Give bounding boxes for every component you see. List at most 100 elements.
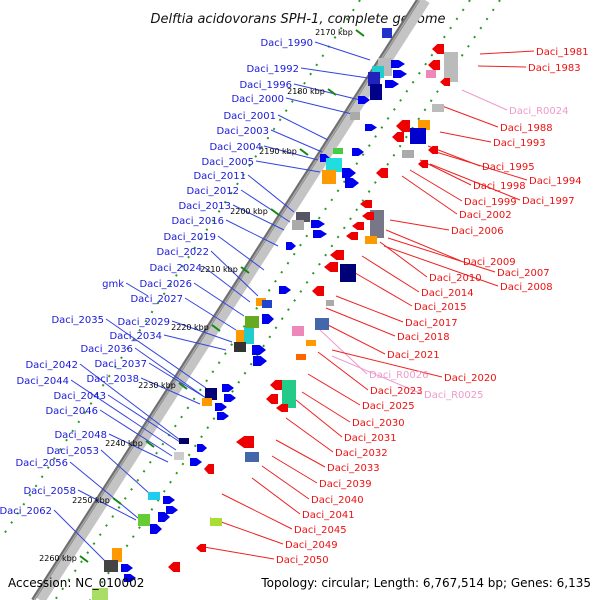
gene-arrow[interactable] xyxy=(311,220,325,228)
gene-arrow[interactable] xyxy=(252,345,266,355)
gene-block[interactable] xyxy=(444,52,458,82)
gene-label-daci-2039[interactable]: Daci_2039 xyxy=(319,479,372,490)
gene-label-daci-2046[interactable]: Daci_2046 xyxy=(45,406,98,417)
gene-block[interactable] xyxy=(205,388,217,400)
gene-arrow[interactable] xyxy=(124,574,136,582)
gene-label-daci-2023[interactable]: Daci_2023 xyxy=(370,386,423,397)
gene-label-daci-2019[interactable]: Daci_2019 xyxy=(163,232,216,243)
gene-label-daci-2025[interactable]: Daci_2025 xyxy=(362,401,415,412)
gene-label-daci-2032[interactable]: Daci_2032 xyxy=(335,448,388,459)
gene-arrow[interactable] xyxy=(158,512,170,522)
gene-label-daci-r0024[interactable]: Daci_R0024 xyxy=(509,106,569,117)
gene-label-daci-1990[interactable]: Daci_1990 xyxy=(260,38,313,49)
gene-arrow[interactable] xyxy=(376,168,388,178)
gene-arrow[interactable] xyxy=(262,314,274,324)
gene-label-daci-1992[interactable]: Daci_1992 xyxy=(246,64,299,75)
gene-label-daci-1996[interactable]: Daci_1996 xyxy=(239,80,292,91)
gene-label-daci-2018[interactable]: Daci_2018 xyxy=(397,332,450,343)
gene-arrow[interactable] xyxy=(432,44,444,54)
gene-label-daci-2044[interactable]: Daci_2044 xyxy=(16,376,69,387)
gene-label-daci-r0026[interactable]: Daci_R0026 xyxy=(369,370,429,381)
gene-block[interactable] xyxy=(365,236,377,244)
gene-label-daci-2009[interactable]: Daci_2009 xyxy=(463,257,516,268)
gene-arrow[interactable] xyxy=(279,286,291,294)
gene-label-daci-1999[interactable]: Daci_1999 xyxy=(464,197,517,208)
gene-label-daci-2015[interactable]: Daci_2015 xyxy=(414,302,467,313)
gene-block[interactable] xyxy=(244,328,254,344)
gene-label-daci-2034[interactable]: Daci_2034 xyxy=(109,331,162,342)
gene-arrow[interactable] xyxy=(190,458,202,466)
gene-arrow[interactable] xyxy=(392,132,404,142)
gene-label-daci-2003[interactable]: Daci_2003 xyxy=(216,126,269,137)
gene-block[interactable] xyxy=(350,112,360,120)
gene-label-daci-2043[interactable]: Daci_2043 xyxy=(53,391,106,402)
gene-label-daci-2062[interactable]: Daci_2062 xyxy=(0,506,52,517)
gene-label-daci-1994[interactable]: Daci_1994 xyxy=(529,176,582,187)
gene-label-daci-2020[interactable]: Daci_2020 xyxy=(444,373,497,384)
gene-block[interactable] xyxy=(292,220,304,230)
gene-label-daci-2056[interactable]: Daci_2056 xyxy=(15,458,68,469)
gene-label-daci-2045[interactable]: Daci_2045 xyxy=(294,525,347,536)
gene-block[interactable] xyxy=(282,380,296,408)
gene-label-daci-2031[interactable]: Daci_2031 xyxy=(344,433,397,444)
gene-label-daci-1998[interactable]: Daci_1998 xyxy=(473,181,526,192)
gene-label-daci-2006[interactable]: Daci_2006 xyxy=(451,226,504,237)
gene-arrow[interactable] xyxy=(396,120,410,132)
gene-block[interactable] xyxy=(368,72,380,86)
gene-label-daci-2014[interactable]: Daci_2014 xyxy=(421,288,474,299)
gene-arrow[interactable] xyxy=(217,412,229,420)
gene-arrow[interactable] xyxy=(385,80,399,88)
gene-arrow[interactable] xyxy=(342,168,356,178)
gene-arrow[interactable] xyxy=(313,230,327,238)
gene-label-daci-2024[interactable]: Daci_2024 xyxy=(149,263,202,274)
gene-label-daci-2042[interactable]: Daci_2042 xyxy=(25,360,78,371)
gene-label-daci-2008[interactable]: Daci_2008 xyxy=(500,282,553,293)
gene-arrow[interactable] xyxy=(360,200,372,208)
gene-block[interactable] xyxy=(296,354,306,360)
gene-arrow[interactable] xyxy=(352,148,364,156)
gene-label-daci-2058[interactable]: Daci_2058 xyxy=(23,486,76,497)
gene-arrow[interactable] xyxy=(166,506,178,514)
gene-block[interactable] xyxy=(402,150,414,158)
gene-block[interactable] xyxy=(322,170,336,184)
gene-block[interactable] xyxy=(410,128,426,144)
gene-label-daci-2048[interactable]: Daci_2048 xyxy=(54,430,107,441)
gene-block[interactable] xyxy=(306,340,316,346)
gene-label-daci-2050[interactable]: Daci_2050 xyxy=(276,555,329,566)
gene-label-daci-2038[interactable]: Daci_2038 xyxy=(86,374,139,385)
gene-arrow[interactable] xyxy=(276,404,288,412)
gene-label-daci-2000[interactable]: Daci_2000 xyxy=(231,94,284,105)
gene-block[interactable] xyxy=(138,514,150,526)
gene-arrow[interactable] xyxy=(391,60,405,68)
gene-block[interactable] xyxy=(262,300,272,308)
gene-label-daci-2033[interactable]: Daci_2033 xyxy=(327,463,380,474)
gene-block[interactable] xyxy=(112,548,122,562)
gene-arrow[interactable] xyxy=(440,78,450,86)
gene-label-daci-2017[interactable]: Daci_2017 xyxy=(405,318,458,329)
gene-label-daci-2026[interactable]: Daci_2026 xyxy=(139,279,192,290)
gene-block[interactable] xyxy=(418,120,430,130)
gene-label-daci-2007[interactable]: Daci_2007 xyxy=(497,268,550,279)
gene-label-daci-2004[interactable]: Daci_2004 xyxy=(209,142,262,153)
gene-block[interactable] xyxy=(92,588,108,600)
gene-arrow[interactable] xyxy=(253,356,267,366)
gene-label-daci-2012[interactable]: Daci_2012 xyxy=(186,186,239,197)
gene-arrow[interactable] xyxy=(163,496,175,504)
gene-label-daci-2041[interactable]: Daci_2041 xyxy=(302,510,355,521)
gene-arrow[interactable] xyxy=(428,60,440,70)
gene-arrow[interactable] xyxy=(362,212,374,220)
gene-arrow[interactable] xyxy=(346,232,358,240)
gene-block[interactable] xyxy=(370,84,382,100)
gene-block[interactable] xyxy=(292,326,304,336)
gene-arrow[interactable] xyxy=(266,394,278,404)
gene-block[interactable] xyxy=(326,158,342,172)
gene-label-daci-2040[interactable]: Daci_2040 xyxy=(311,495,364,506)
gene-label-daci-2036[interactable]: Daci_2036 xyxy=(80,344,133,355)
gene-label-daci-1983[interactable]: Daci_1983 xyxy=(528,63,581,74)
gene-label-daci-2037[interactable]: Daci_2037 xyxy=(94,359,147,370)
gene-arrow[interactable] xyxy=(365,124,377,131)
gene-arrow[interactable] xyxy=(204,464,214,474)
gene-label-daci-1981[interactable]: Daci_1981 xyxy=(536,47,589,58)
gene-block[interactable] xyxy=(245,452,259,462)
gene-label-daci-2029[interactable]: Daci_2029 xyxy=(117,317,170,328)
